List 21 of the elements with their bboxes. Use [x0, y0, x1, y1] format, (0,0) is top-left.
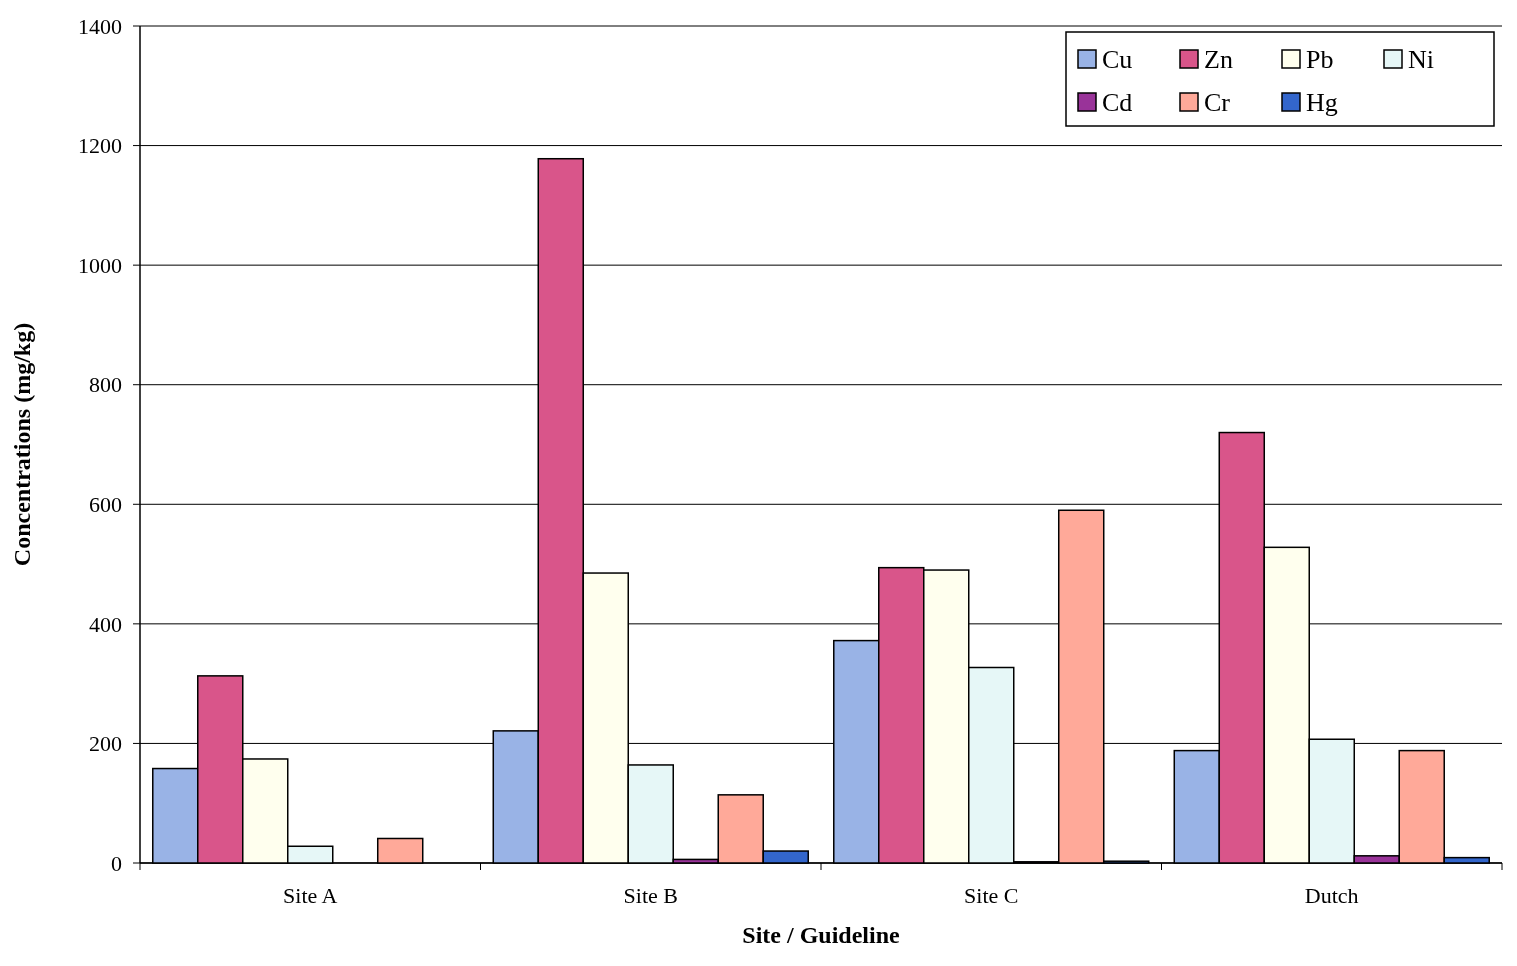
legend-label: Hg	[1306, 88, 1338, 118]
y-tick-label: 1200	[78, 133, 122, 159]
legend-label: Cr	[1204, 88, 1231, 118]
legend-label: Pb	[1306, 45, 1334, 75]
y-tick-label: 0	[111, 850, 122, 876]
legend-label: Zn	[1204, 45, 1233, 75]
x-axis-title: Site / Guideline	[742, 922, 901, 948]
y-tick-label: 600	[89, 491, 122, 517]
y-tick-label: 1000	[78, 252, 122, 278]
x-tick-label: Site B	[623, 883, 678, 908]
y-tick-label: 200	[89, 731, 122, 757]
legend-label: Cd	[1102, 88, 1133, 118]
x-tick-label: Dutch	[1304, 883, 1359, 908]
x-tick-label: Site A	[283, 883, 338, 908]
y-tick-label: 400	[89, 611, 122, 637]
y-axis-title: Concentrations (mg/kg)	[9, 322, 35, 567]
y-tick-label: 1400	[78, 13, 122, 39]
x-tick-label: Site C	[964, 883, 1019, 908]
y-tick-label: 800	[89, 372, 122, 398]
legend-label: Cu	[1102, 45, 1133, 75]
legend-label: Ni	[1408, 45, 1434, 75]
